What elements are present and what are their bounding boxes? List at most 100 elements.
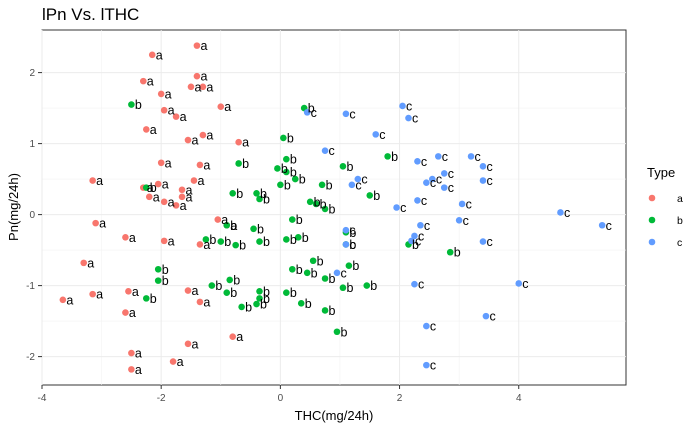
- data-point-c: [479, 238, 487, 245]
- point-label-b: b: [242, 157, 249, 171]
- data-point-b: [384, 153, 391, 160]
- data-point-c: [411, 232, 418, 240]
- point-label-a: a: [165, 156, 172, 170]
- data-point-c: [479, 163, 487, 170]
- legend-label-b: b: [677, 215, 683, 227]
- point-label-b: b: [287, 131, 294, 145]
- x-tick-label: 2: [397, 393, 403, 404]
- point-label-a: a: [203, 238, 210, 252]
- y-tick-label: -1: [26, 281, 35, 292]
- data-point-b: [202, 236, 210, 243]
- data-point-b: [318, 181, 326, 189]
- point-label-b: b: [263, 192, 270, 206]
- point-label-a: a: [230, 219, 237, 233]
- data-point-c: [458, 200, 466, 208]
- point-label-a: a: [96, 174, 103, 188]
- data-point-c: [482, 312, 490, 320]
- y-tick-label: 2: [29, 68, 35, 79]
- data-point-a: [178, 186, 186, 194]
- point-label-a: a: [87, 256, 94, 270]
- x-tick-label: -4: [38, 393, 47, 404]
- data-point-a: [193, 42, 201, 49]
- data-point-a: [157, 90, 165, 98]
- data-point-c: [393, 204, 400, 211]
- data-point-b: [253, 300, 260, 308]
- point-label-a: a: [177, 355, 184, 369]
- point-label-b: b: [281, 162, 288, 176]
- data-point-b: [288, 216, 296, 223]
- data-point-a: [172, 202, 180, 209]
- point-label-b: b: [305, 297, 312, 311]
- data-point-c: [434, 153, 442, 160]
- data-point-a: [199, 131, 207, 139]
- point-label-b: b: [326, 178, 333, 192]
- data-point-c: [342, 226, 350, 234]
- point-label-b: b: [209, 233, 216, 247]
- data-point-c: [414, 197, 421, 204]
- data-point-b: [256, 287, 263, 295]
- point-label-a: a: [200, 70, 207, 84]
- point-label-b: b: [150, 181, 157, 195]
- data-point-a: [235, 138, 242, 146]
- point-label-c: c: [406, 99, 412, 113]
- point-label-c: c: [466, 197, 472, 211]
- point-label-a: a: [206, 129, 213, 143]
- point-label-b: b: [162, 263, 169, 277]
- data-point-b: [283, 168, 290, 176]
- point-label-c: c: [430, 359, 436, 373]
- point-label-a: a: [180, 199, 187, 213]
- point-label-b: b: [135, 98, 142, 112]
- point-label-b: b: [314, 195, 321, 209]
- data-point-a: [184, 136, 192, 144]
- point-label-a: a: [132, 285, 139, 299]
- data-points: [59, 42, 606, 373]
- data-point-b: [283, 155, 290, 163]
- point-label-c: c: [448, 167, 454, 181]
- data-point-b: [291, 175, 299, 183]
- point-label-c: c: [340, 266, 346, 280]
- data-point-a: [142, 126, 150, 133]
- legend: Type abc: [647, 165, 683, 249]
- point-label-b: b: [162, 274, 169, 288]
- data-point-b: [339, 284, 347, 292]
- data-point-c: [417, 221, 424, 229]
- data-point-c: [411, 280, 418, 288]
- data-point-b: [142, 295, 150, 302]
- point-label-a: a: [194, 80, 201, 94]
- point-label-b: b: [346, 160, 353, 174]
- data-point-c: [342, 241, 350, 248]
- point-label-c: c: [442, 150, 448, 164]
- data-point-b: [253, 190, 260, 197]
- point-label-a: a: [242, 136, 249, 150]
- data-point-a: [196, 298, 204, 306]
- point-label-c: c: [349, 238, 355, 252]
- point-label-c: c: [436, 173, 442, 187]
- point-label-b: b: [284, 178, 291, 192]
- data-point-b: [128, 101, 135, 108]
- point-label-a: a: [129, 306, 136, 320]
- point-label-b: b: [391, 150, 398, 164]
- point-label-a: a: [186, 183, 193, 197]
- point-label-b: b: [290, 166, 297, 180]
- data-point-b: [321, 307, 329, 314]
- data-point-b: [208, 282, 216, 289]
- point-label-a: a: [135, 347, 142, 361]
- point-label-b: b: [260, 187, 267, 201]
- point-label-c: c: [349, 224, 355, 238]
- point-label-b: b: [150, 292, 157, 306]
- data-point-b: [294, 234, 302, 241]
- data-point-b: [274, 165, 281, 172]
- point-label-b: b: [340, 325, 347, 339]
- x-tick-label: -2: [157, 393, 166, 404]
- legend-title: Type: [647, 165, 675, 180]
- point-label-b: b: [233, 273, 240, 287]
- point-label-b: b: [454, 246, 461, 260]
- data-point-a: [122, 234, 129, 241]
- point-label-c: c: [329, 144, 335, 158]
- point-label-b: b: [317, 254, 324, 268]
- data-point-b: [238, 303, 245, 311]
- point-label-a: a: [192, 337, 199, 351]
- data-point-a: [80, 259, 88, 267]
- point-label-a: a: [192, 284, 199, 298]
- point-label-c: c: [400, 201, 406, 215]
